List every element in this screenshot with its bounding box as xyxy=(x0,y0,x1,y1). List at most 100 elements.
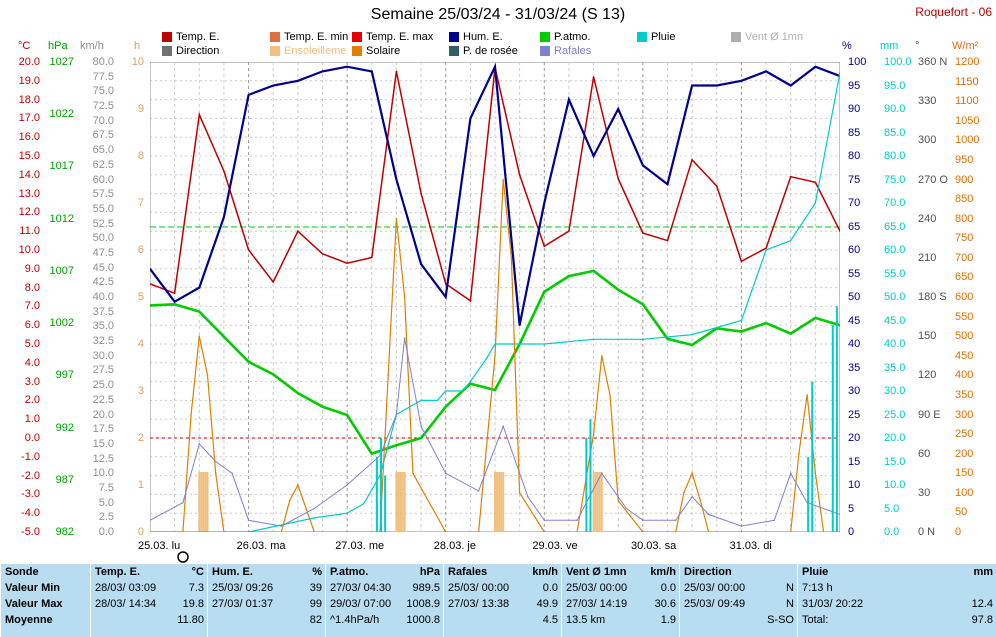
sunshine-bar xyxy=(198,472,201,532)
data-point xyxy=(150,304,151,307)
solar-tick: 700 xyxy=(955,251,974,264)
data-point xyxy=(346,65,348,68)
data-point xyxy=(182,531,184,532)
summary-column: Sonde Valeur Min Valeur Max Moyenne xyxy=(0,564,91,637)
wind-tick: 20.0 xyxy=(92,408,114,421)
legend-item: Solaire xyxy=(352,45,400,57)
rain-tick: 45.0 xyxy=(884,314,906,327)
data-point xyxy=(806,394,808,396)
wind-tick: 42.5 xyxy=(92,276,114,289)
data-point xyxy=(198,286,201,289)
rain-tick: 20.0 xyxy=(884,432,906,444)
rain-bar xyxy=(585,438,588,532)
wind-tick: 62.5 xyxy=(92,158,114,171)
x-axis-label: 31.03. di xyxy=(729,540,772,552)
temp-tick: -2.0 xyxy=(21,469,40,482)
summary-value: 1008.9 xyxy=(406,598,440,610)
temp-tick: -5.0 xyxy=(21,526,40,538)
data-point xyxy=(592,76,595,78)
legend-swatch xyxy=(162,46,172,56)
summary-row: 25/03/ 00:00 0.0 xyxy=(444,580,562,596)
rain-tick: 85.0 xyxy=(884,126,906,139)
legend-swatch xyxy=(540,46,550,56)
sunshine-tick: 2 xyxy=(137,432,144,444)
axis-unit-sun: h xyxy=(134,40,141,52)
summary-value: 4.5 xyxy=(542,614,558,626)
data-point xyxy=(568,230,570,232)
data-point xyxy=(223,531,225,532)
data-point xyxy=(444,296,447,298)
series-line-solaire xyxy=(150,179,840,532)
summary-header-label: Pluie xyxy=(802,566,829,578)
sunshine-bar xyxy=(200,472,203,532)
sunshine-tick: 3 xyxy=(137,385,144,397)
rain-tick: 65.0 xyxy=(884,220,906,233)
sunshine-tick: 0 xyxy=(137,526,144,538)
wind-tick: 27.5 xyxy=(92,364,114,377)
data-point xyxy=(444,531,447,532)
rain-tick: 100.0 xyxy=(884,56,912,68)
legend-item: Temp. E. max xyxy=(352,31,433,43)
summary-value: 0.0 xyxy=(542,582,558,594)
summary-value: N xyxy=(786,598,794,610)
data-point xyxy=(150,531,151,532)
summary-header-label: Direction xyxy=(684,566,732,578)
temp-tick: 17.0 xyxy=(18,112,40,125)
sunshine-bar xyxy=(502,472,505,532)
temp-tick: 12.0 xyxy=(18,206,40,219)
summary-column: Pluie mm 7:13 h 31/03/ 20:22 12.4 Total: 97.8 xyxy=(797,564,996,637)
rain-bar xyxy=(811,381,814,532)
summary-header: Hum. E.% xyxy=(208,564,326,580)
legend-label: Ensoleilleme xyxy=(284,45,347,57)
direction-tick: 330 xyxy=(918,95,937,108)
direction-tick: 120 xyxy=(918,369,937,382)
data-point xyxy=(691,84,693,87)
data-point xyxy=(502,425,505,428)
summary-header-label: Vent Ø 1mn xyxy=(566,566,627,578)
summary-header: Rafales km/h xyxy=(444,564,562,580)
data-point xyxy=(625,507,628,510)
sunshine-bar xyxy=(403,472,406,532)
humidity-tick: 55 xyxy=(848,267,861,280)
humidity-tick: 20 xyxy=(848,432,861,444)
data-point xyxy=(543,202,546,204)
data-point xyxy=(683,492,685,494)
summary-column: Direction 25/03/ 00:00 N 25/03/ 09:49 N S-SO xyxy=(679,564,798,637)
summary-row: S-SO xyxy=(680,612,798,628)
rain-bar xyxy=(375,456,378,532)
humidity-tick: 25 xyxy=(848,408,861,421)
humidity-tick: 35 xyxy=(848,361,861,374)
summary-unit: hPa xyxy=(419,566,440,578)
summary-value: 7.3 xyxy=(188,582,204,594)
legend-label: P. de rosée xyxy=(463,45,518,57)
solar-tick: 500 xyxy=(955,330,974,343)
direction-tick: 0 N xyxy=(918,526,936,538)
data-point xyxy=(395,444,398,447)
rain-bar xyxy=(589,419,592,532)
data-point xyxy=(150,283,151,285)
data-point xyxy=(206,374,209,377)
data-point xyxy=(444,472,447,475)
summary-when: 13.5 km xyxy=(566,614,606,626)
temp-tick: 8.0 xyxy=(24,281,40,294)
data-point xyxy=(839,513,840,516)
data-point xyxy=(642,232,644,234)
data-point xyxy=(568,275,570,277)
data-point xyxy=(699,499,702,502)
summary-row: 27/03/ 14:19 30.6 xyxy=(562,596,680,612)
data-point xyxy=(765,247,767,249)
summary-value: 97.8 xyxy=(971,614,993,626)
summary-header: P.atmo. hPa xyxy=(326,564,444,580)
data-point xyxy=(789,332,792,335)
temp-tick: -3.0 xyxy=(21,488,40,501)
data-point xyxy=(190,413,192,416)
wind-tick: 7.5 xyxy=(98,481,114,494)
summary-row: Valeur Max xyxy=(5,598,63,610)
summary-header: Temp. E. °C xyxy=(91,564,208,580)
summary-when: 27/03/ 01:37 xyxy=(212,598,274,610)
data-point xyxy=(740,80,743,82)
data-point xyxy=(789,472,792,475)
humidity-tick: 65 xyxy=(848,220,861,233)
rain-bar xyxy=(384,475,387,532)
data-point xyxy=(436,399,439,402)
